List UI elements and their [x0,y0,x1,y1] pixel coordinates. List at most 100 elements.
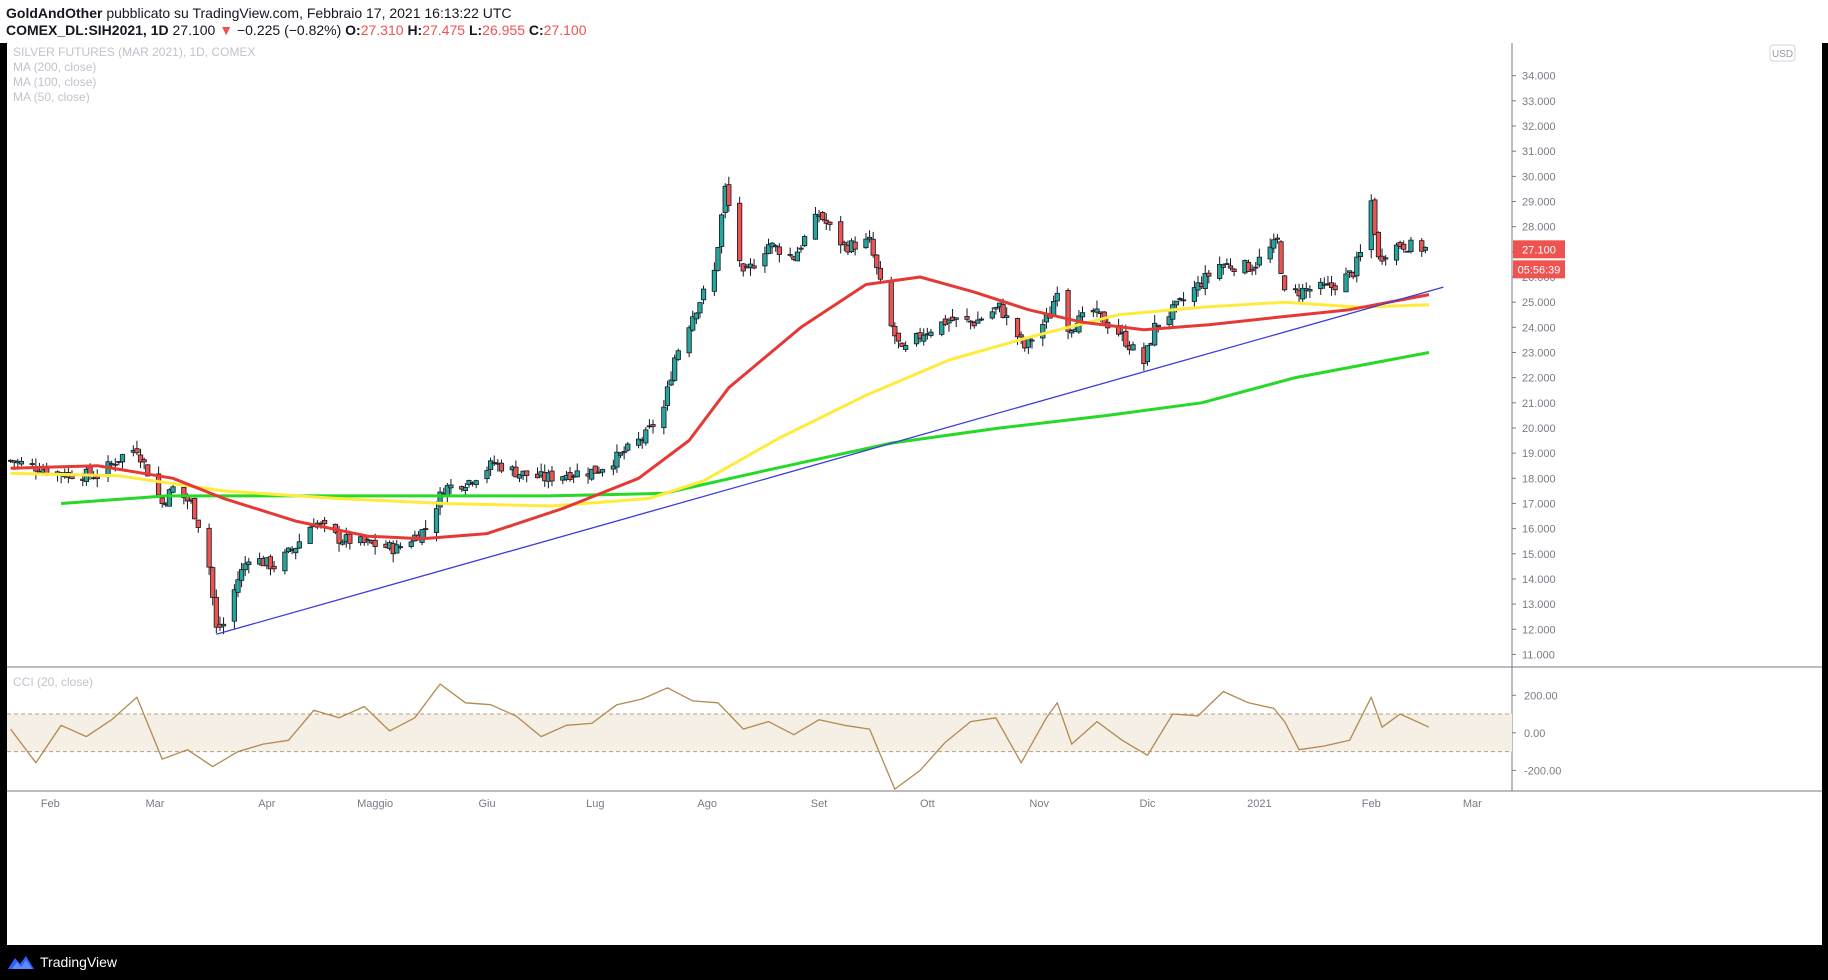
time-tick-label: Feb [41,798,60,810]
candle-body [181,486,187,499]
candle [267,554,274,576]
candle [989,307,995,320]
candle [711,262,717,296]
ma50-line[interactable] [10,275,1430,541]
price-tick-label: 15.000 [1522,549,1556,561]
candle-body [1292,288,1299,291]
candle [1282,274,1288,292]
candle [210,566,216,606]
candle [968,320,974,330]
candle [1267,238,1273,264]
candle [213,589,219,634]
ma100-line[interactable] [10,300,1430,508]
candle [614,444,620,473]
publish-text: pubblicato su TradingView.com, Febbraio … [106,5,512,21]
candle [874,254,880,275]
candle [137,448,144,469]
candle-body [293,547,299,554]
candle-body [1079,312,1086,318]
price-tick-label: 11.000 [1522,649,1555,661]
time-tick-label: Nov [1029,798,1049,810]
chart-panel[interactable]: 11.000 12.000 13.000 14.000 15.000 16.000 17.0… [7,43,1822,945]
candle [978,316,985,322]
candle [802,234,808,248]
candle [668,371,674,387]
open-value: 27.310 [360,22,404,38]
candle [1300,284,1306,303]
candle-body [516,474,523,479]
candle [1274,233,1281,244]
candle-body [812,213,819,240]
candle [1354,251,1360,283]
candle-body [235,579,241,593]
candle-body [1328,282,1335,289]
candle-body [668,379,674,386]
candle [643,427,649,446]
candle-body [1249,268,1255,272]
chart-header: GoldAndOther pubblicato su TradingView.c… [0,0,1828,43]
currency-badge[interactable] [1769,44,1796,62]
cci-tick-label: 200.00 [1524,690,1558,702]
candle [877,261,884,283]
candle [769,241,775,254]
candle [1018,331,1024,344]
candle-body [715,247,721,271]
close-value: 27.100 [543,22,587,38]
candle [1307,285,1313,298]
price-tick-label: 30.000 [1522,171,1556,183]
author-name[interactable]: GoldAndOther [6,5,103,21]
candle [94,469,100,488]
candle-body [1332,285,1338,291]
candle [1372,197,1378,236]
candle-body [213,597,219,628]
candle-body [903,345,909,350]
time-tick-label: Mar [145,798,164,810]
candle-body [690,316,696,331]
price-chart-svg[interactable]: 11.000 12.000 13.000 14.000 15.000 16.000 17.0… [7,43,1822,945]
candle-body [1018,334,1024,338]
candle-body [993,307,999,310]
tradingview-logo[interactable]: TradingView [8,954,117,970]
candle [513,460,519,478]
candle-body [137,454,144,463]
candle [1253,261,1259,275]
candle-body [751,265,757,269]
candle-body [206,527,212,568]
ma50-legend[interactable]: MA (50, close) [13,90,90,104]
candle-body [1271,239,1277,249]
price-change: −0.225 (−0.82%) [236,22,342,38]
price-tick-label: 16.000 [1522,524,1556,536]
candle [1332,282,1338,296]
candle-body [372,539,378,547]
candle [975,311,981,324]
candle-body [1419,240,1425,252]
cci-line[interactable] [10,683,1430,790]
candle [664,380,671,411]
high-value: 27.475 [422,22,466,38]
candle [18,457,25,467]
candle-body [1343,273,1349,293]
time-tick-label: 2021 [1247,798,1271,810]
candle [1346,270,1353,279]
candle [690,310,696,332]
brand-name: TradingView [40,954,118,970]
candle [650,419,656,434]
candle-body [1383,257,1389,260]
ma200-legend[interactable]: MA (200, close) [13,60,96,74]
candle-body [307,526,313,544]
candle-body [989,311,995,319]
candle-body [462,487,468,492]
trendline[interactable] [216,286,1444,635]
candle-body [765,244,772,254]
candle [700,285,707,305]
candle-body [419,529,425,543]
price-tick-label: 19.000 [1522,448,1556,460]
ma100-legend[interactable]: MA (100, close) [13,75,96,89]
candle [589,468,595,481]
candle-body [1307,289,1313,292]
candle-body [625,443,631,451]
candle-body [921,334,927,342]
time-tick-label: Ott [920,798,935,810]
cci-legend[interactable]: CCI (20, close) [13,675,93,689]
candle-body [1282,275,1288,291]
